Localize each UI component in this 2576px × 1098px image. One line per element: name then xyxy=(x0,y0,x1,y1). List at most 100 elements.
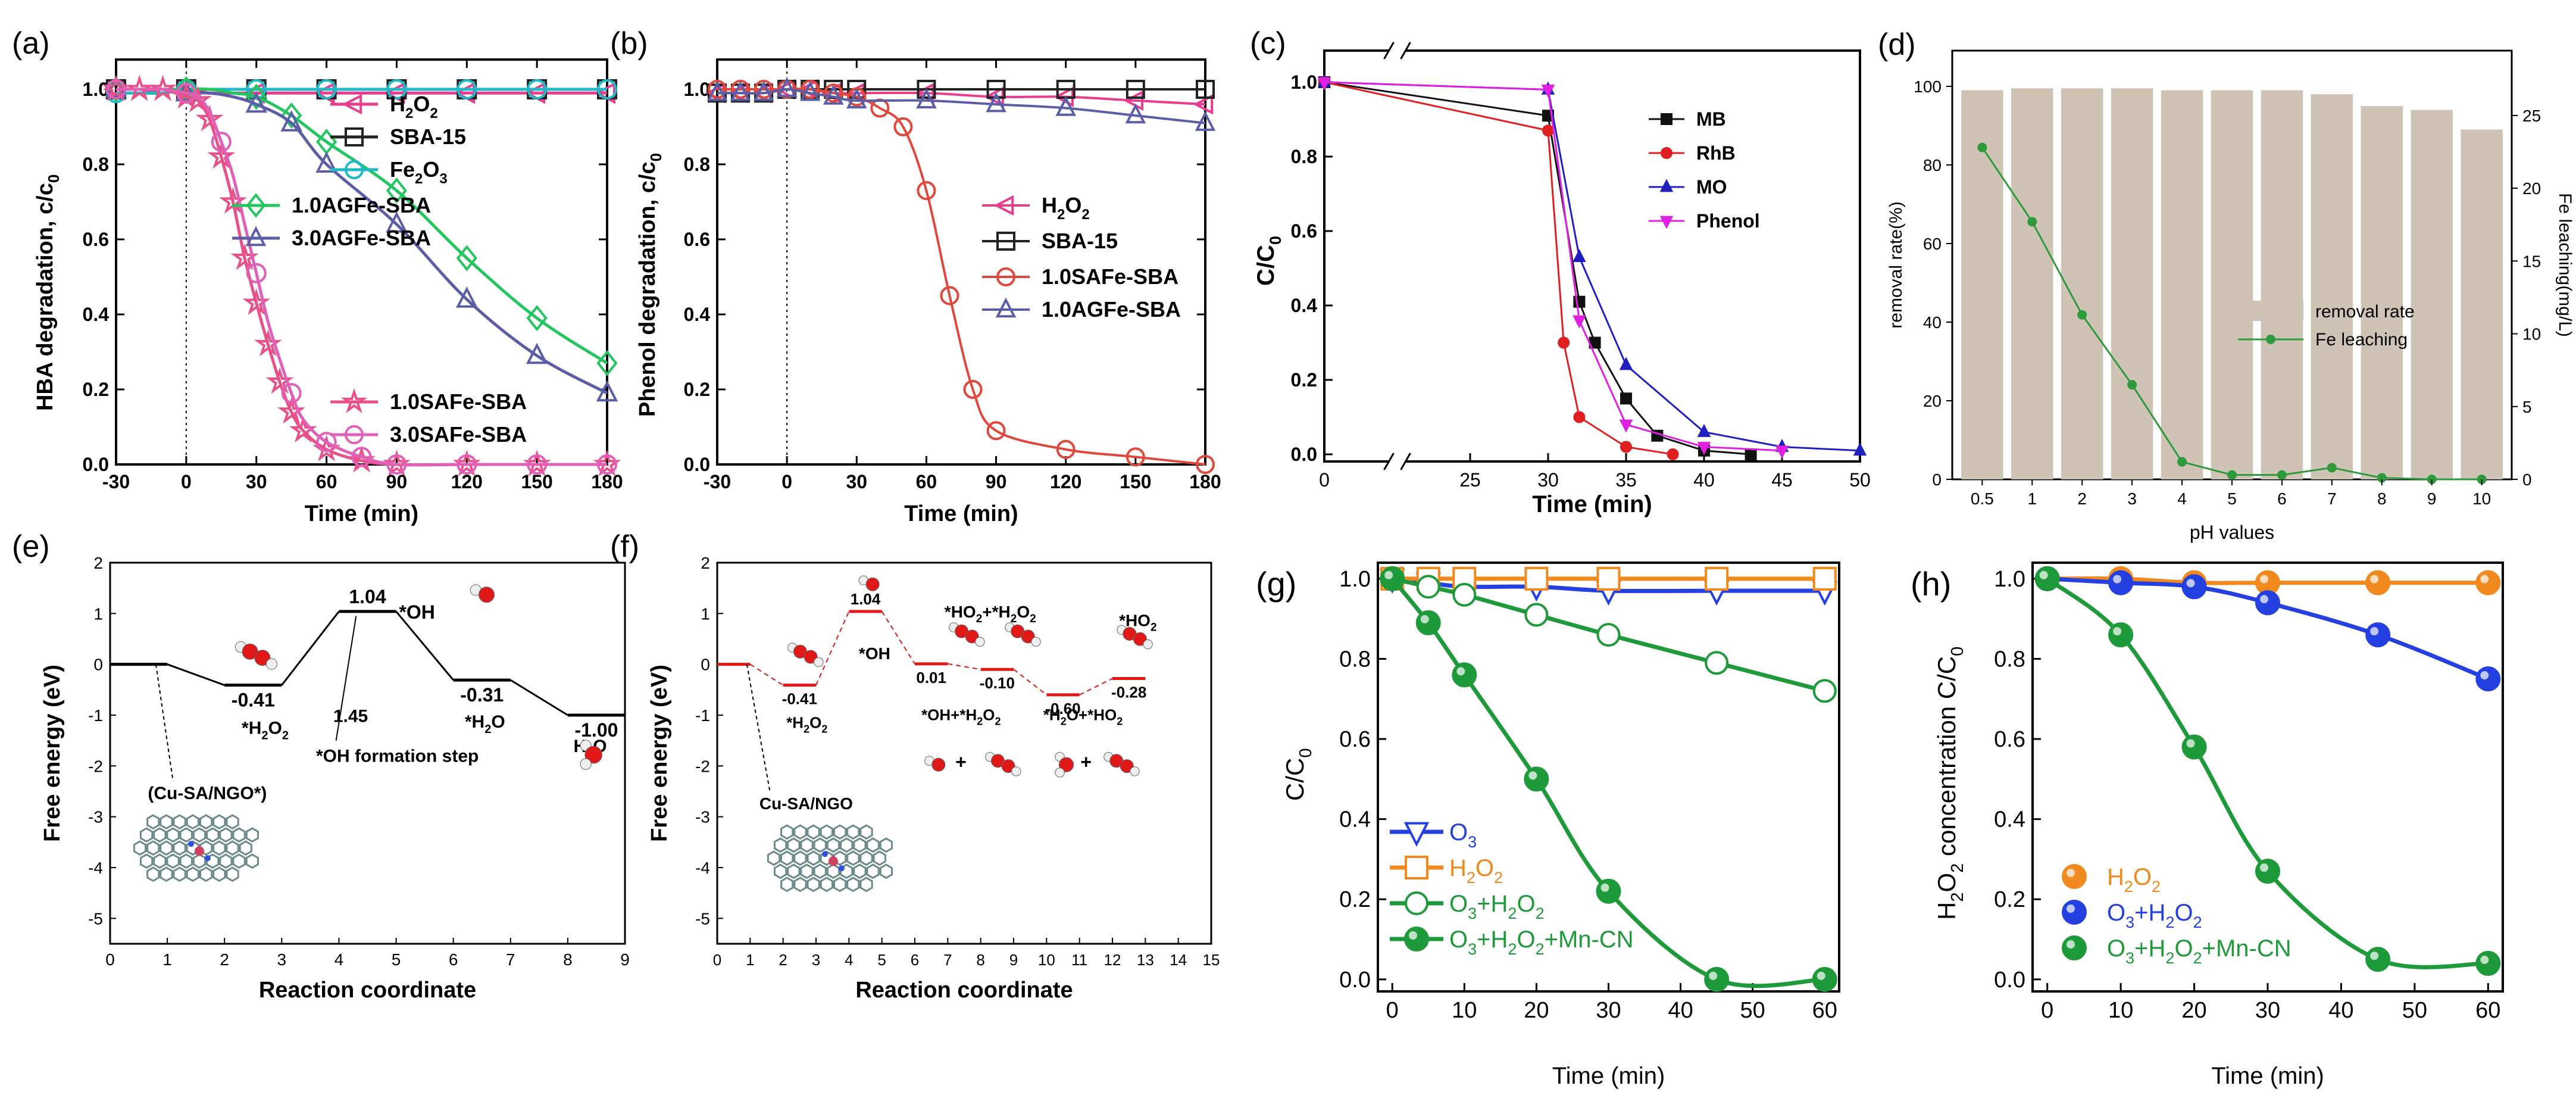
x-tick-label: 0 xyxy=(181,471,192,492)
text-part: O xyxy=(2174,900,2193,926)
y-tick-label: 1.0 xyxy=(684,79,710,100)
oxygen-atom xyxy=(1133,632,1147,646)
data-point xyxy=(1524,603,1549,627)
x-axis-label: Time (min) xyxy=(305,501,418,526)
data-point xyxy=(211,132,232,152)
carbon-ring xyxy=(820,850,834,866)
text-part: O xyxy=(1017,603,1030,621)
oxygen-atom xyxy=(804,650,818,664)
carbon-ring xyxy=(146,866,160,882)
data-point xyxy=(2027,217,2037,227)
n-atom xyxy=(822,851,828,857)
carbon-ring xyxy=(873,850,886,866)
y-tick-label: -2 xyxy=(695,757,710,775)
carbon-ring xyxy=(153,827,167,843)
data-point xyxy=(1123,90,1144,111)
oxygen-atom xyxy=(1120,759,1134,773)
data-point xyxy=(2077,310,2087,320)
y2-tick-label: 5 xyxy=(2522,398,2532,416)
carbon-ring xyxy=(212,866,226,882)
data-point xyxy=(799,80,821,101)
data-point xyxy=(195,104,224,132)
data-point xyxy=(916,88,937,109)
data-point xyxy=(2181,734,2207,760)
x-tick-label: 14 xyxy=(1170,951,1187,969)
data-point xyxy=(1705,566,1729,591)
text-part: *H xyxy=(242,719,261,738)
data-point xyxy=(149,74,177,101)
data-point xyxy=(1196,80,1215,99)
text-part: O xyxy=(423,157,439,182)
subscript: 2 xyxy=(2193,913,2202,931)
marker-highlight xyxy=(2480,671,2489,680)
energy-value: -1.00 xyxy=(574,719,618,741)
x-tick-label: 3 xyxy=(2127,489,2137,508)
data-point xyxy=(1619,357,1633,370)
connector-line xyxy=(167,663,225,687)
text-part: O+*HO xyxy=(1067,706,1117,724)
marker-highlight xyxy=(1817,971,1825,980)
x-tick-label: 30 xyxy=(2255,998,2280,1023)
y-tick-label: 0 xyxy=(1932,470,1942,489)
arrow-line xyxy=(746,664,771,792)
catalyst-structure xyxy=(767,824,893,893)
x-tick-label: 0 xyxy=(1319,469,1330,491)
axis-break-gap xyxy=(1389,46,1406,55)
carbon-ring xyxy=(245,853,260,869)
text-part: O xyxy=(1933,873,1961,893)
connector-line xyxy=(395,610,454,681)
subscript: 2 xyxy=(405,105,413,121)
subscript: 2 xyxy=(995,716,1001,728)
subscript: 0 xyxy=(45,174,62,183)
text-part: O xyxy=(983,706,995,724)
text-part: O xyxy=(1517,927,1535,953)
carbon-ring xyxy=(787,863,801,879)
data-point xyxy=(2177,457,2187,467)
carbon-ring xyxy=(232,827,246,843)
chart-a: -30 0 30 60 90 120 150 1800.00.20.40.60.81.0Tim… xyxy=(12,26,623,526)
legend-label: MO xyxy=(1696,176,1727,198)
energy-value: -0.31 xyxy=(460,684,504,706)
state-label: *H2O xyxy=(465,712,505,736)
x-tick-label: 9 xyxy=(2427,489,2437,508)
data-point xyxy=(105,76,127,98)
y-tick-label: -3 xyxy=(695,808,710,826)
data-point xyxy=(245,91,267,113)
x-tick-label: 10 xyxy=(1452,998,1477,1023)
catalyst-label: Cu-SA/NGO xyxy=(759,794,853,813)
x-tick-label: 0 xyxy=(713,951,721,969)
y-tick-label: 0.6 xyxy=(1994,727,2025,752)
y-tick-label: 0.2 xyxy=(1339,887,1371,912)
legend-marker xyxy=(2266,335,2275,344)
text-part: Phenol degradation, c/c xyxy=(635,161,660,417)
subscript: 0 xyxy=(1296,748,1315,758)
data-point xyxy=(277,397,306,424)
x-axis-label: Time (min) xyxy=(1552,1063,1665,1089)
connector-line xyxy=(509,679,568,716)
data-point xyxy=(2034,566,2060,591)
text-part: +H xyxy=(1477,927,1508,953)
subscript: 2 xyxy=(484,723,491,736)
carbon-ring xyxy=(226,814,239,830)
data-point xyxy=(986,421,1006,441)
axis-break-mark xyxy=(1400,453,1411,470)
data-point xyxy=(386,211,408,233)
oxygen-atom xyxy=(479,587,495,603)
carbon-ring xyxy=(866,863,880,879)
subscript: 0 xyxy=(647,153,665,161)
text-part: +Mn-CN xyxy=(1545,927,1634,953)
oxygen-atom xyxy=(965,629,979,644)
text-part: 1.0AGFe-SBA xyxy=(1042,297,1181,322)
carbon-ring xyxy=(833,824,847,840)
y-tick-label: 0.4 xyxy=(1994,807,2025,832)
legend-label: Fe2O3 xyxy=(390,157,448,187)
state-label: *OH xyxy=(399,601,434,623)
carbon-ring xyxy=(160,840,173,856)
text-part: O xyxy=(2107,935,2125,962)
x-tick-label: 0 xyxy=(781,471,792,492)
y-tick-label: -5 xyxy=(88,909,103,928)
x-tick-label: 60 xyxy=(2475,998,2500,1023)
x-tick-label: 3 xyxy=(277,950,287,969)
x-tick-label: 60 xyxy=(316,471,337,492)
